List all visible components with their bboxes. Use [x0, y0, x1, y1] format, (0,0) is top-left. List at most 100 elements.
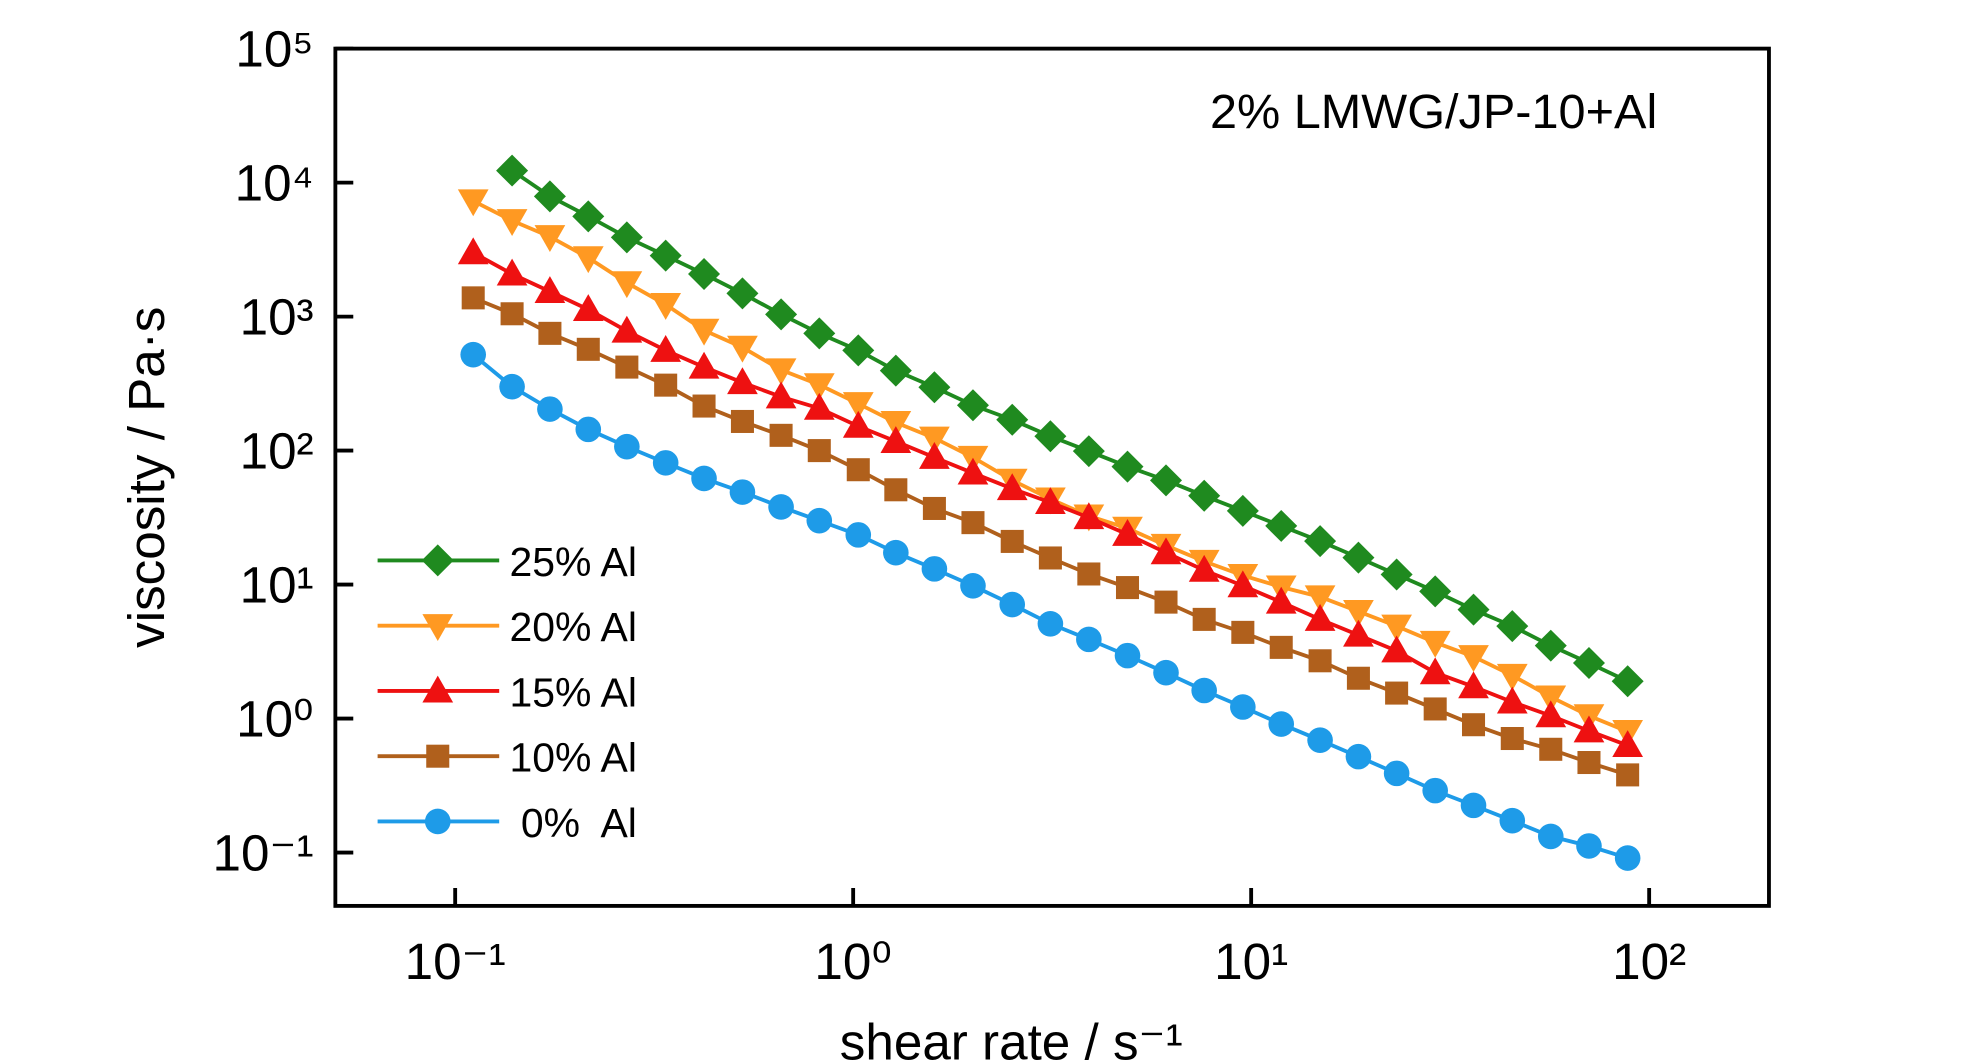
y-tick-label: 10⁻¹ — [213, 824, 314, 881]
marker — [957, 457, 989, 485]
marker — [1616, 763, 1640, 787]
marker — [1346, 666, 1370, 690]
marker — [726, 277, 759, 310]
marker — [1038, 546, 1062, 570]
marker — [1614, 845, 1641, 871]
marker — [765, 381, 797, 409]
marker — [1612, 730, 1644, 757]
marker — [534, 276, 566, 303]
marker — [807, 439, 831, 463]
y-tick-label: 10⁵ — [235, 21, 313, 78]
marker — [1231, 620, 1255, 644]
marker — [727, 335, 758, 363]
marker — [649, 239, 682, 272]
marker — [765, 298, 798, 331]
marker — [842, 392, 874, 420]
marker — [1537, 823, 1564, 850]
marker — [996, 403, 1029, 436]
marker — [1150, 537, 1182, 565]
marker — [457, 189, 489, 217]
marker — [575, 416, 602, 443]
marker — [1111, 450, 1144, 483]
marker — [496, 154, 529, 187]
marker — [921, 556, 948, 582]
marker — [1269, 635, 1293, 659]
x-tick-label: 10¹ — [1214, 933, 1288, 990]
series-line — [472, 296, 1629, 777]
y-tick-label: 10¹ — [240, 557, 314, 614]
marker — [845, 522, 872, 548]
marker — [919, 426, 950, 454]
marker — [688, 318, 720, 346]
marker — [422, 675, 454, 703]
marker — [960, 572, 986, 599]
marker — [1037, 610, 1064, 637]
marker — [538, 321, 562, 345]
marker — [1419, 630, 1451, 658]
marker — [572, 246, 604, 274]
marker — [769, 423, 793, 447]
marker — [1534, 629, 1567, 662]
marker — [1307, 727, 1333, 753]
marker — [956, 389, 989, 422]
marker — [1577, 751, 1601, 775]
marker — [1073, 502, 1105, 530]
x-tick-label: 10⁻¹ — [405, 933, 506, 990]
marker — [611, 315, 643, 343]
marker — [803, 317, 836, 350]
x-axis-title: shear rate / s⁻¹ — [840, 1013, 1183, 1062]
marker — [1112, 519, 1143, 546]
marker — [1458, 671, 1489, 699]
marker — [1573, 715, 1605, 743]
marker — [1034, 420, 1067, 453]
marker — [537, 396, 563, 422]
marker — [922, 496, 946, 520]
marker — [1460, 792, 1487, 819]
marker — [1192, 607, 1216, 631]
marker — [961, 511, 985, 535]
marker — [1458, 645, 1489, 672]
marker — [918, 371, 951, 404]
marker — [1114, 642, 1141, 669]
marker — [1153, 659, 1179, 686]
marker — [691, 465, 717, 492]
y-tick-label: 10⁰ — [236, 691, 313, 748]
marker — [1076, 626, 1102, 653]
marker — [576, 337, 600, 361]
marker — [1077, 562, 1101, 586]
marker — [768, 494, 794, 520]
marker — [1576, 833, 1602, 859]
marker — [884, 478, 908, 502]
marker — [611, 271, 643, 299]
marker — [1535, 700, 1567, 728]
marker — [499, 373, 525, 400]
marker — [496, 209, 528, 237]
marker — [1265, 509, 1298, 542]
marker — [1611, 665, 1644, 698]
marker — [460, 341, 487, 368]
marker — [999, 591, 1026, 618]
marker — [880, 426, 912, 453]
marker — [1500, 726, 1524, 751]
marker — [1345, 743, 1372, 770]
marker — [1535, 685, 1567, 713]
marker — [806, 507, 833, 534]
marker — [1496, 610, 1529, 643]
legend-label: 0% Al — [509, 800, 636, 846]
marker — [842, 334, 875, 367]
marker — [729, 479, 756, 505]
marker — [650, 293, 682, 320]
marker — [1265, 586, 1297, 614]
marker — [422, 614, 454, 642]
marker — [650, 334, 682, 362]
marker — [1462, 713, 1486, 737]
marker — [803, 373, 835, 401]
marker — [1191, 677, 1217, 704]
marker — [461, 286, 485, 310]
y-tick-label: 10⁴ — [235, 155, 314, 212]
marker — [1308, 649, 1332, 673]
legend-label: 10% Al — [509, 735, 636, 781]
x-tick-label: 10⁰ — [814, 933, 891, 990]
marker — [1572, 646, 1605, 679]
marker — [1381, 614, 1412, 642]
